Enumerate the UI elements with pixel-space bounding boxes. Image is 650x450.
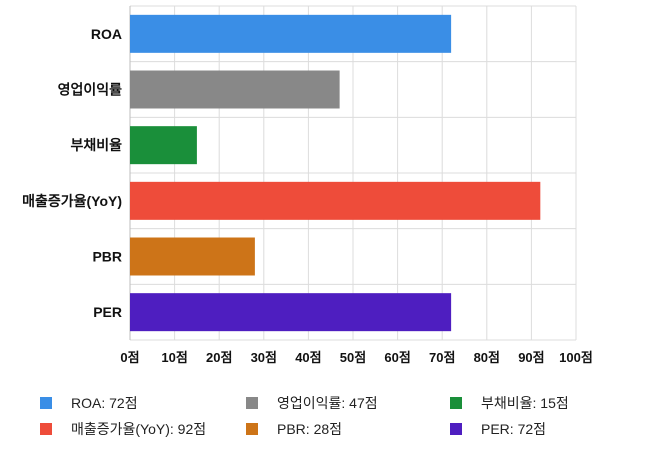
legend-item: PER: 72점 bbox=[450, 419, 546, 439]
legend-label: 영업이익률: 47점 bbox=[277, 395, 378, 411]
bar-4 bbox=[130, 237, 255, 276]
x-tick-label: 50점 bbox=[340, 350, 366, 365]
legend-item: ROA: 72점 bbox=[40, 393, 138, 413]
legend-swatch bbox=[246, 423, 258, 435]
x-tick-labels: 0점 10점 20점 30점 40점 50점 60점 70점 80점 90점 100점 bbox=[120, 350, 592, 365]
bar-3 bbox=[130, 181, 541, 220]
legend-item: 부채비율: 15점 bbox=[450, 393, 569, 413]
bar-5 bbox=[130, 293, 452, 332]
category-label: PBR bbox=[92, 249, 122, 265]
x-tick-label: 60점 bbox=[384, 350, 410, 365]
category-label: ROA bbox=[91, 26, 122, 42]
x-tick-label: 70점 bbox=[429, 350, 455, 365]
category-label: 영업이익률 bbox=[58, 82, 123, 98]
x-tick-label: 40점 bbox=[295, 350, 321, 365]
x-tick-label: 80점 bbox=[474, 350, 500, 365]
legend-swatch bbox=[450, 397, 462, 409]
bar-2 bbox=[130, 126, 197, 165]
legend-label: PBR: 28점 bbox=[277, 421, 343, 437]
category-label: 매출증가율(YoY) bbox=[22, 193, 122, 209]
x-tick-label: 100점 bbox=[559, 350, 593, 365]
legend-item: PBR: 28점 bbox=[246, 419, 342, 439]
legend-label: 매출증가율(YoY): 92점 bbox=[71, 421, 207, 437]
x-tick-label: 20점 bbox=[206, 350, 232, 365]
bar-0 bbox=[130, 14, 452, 53]
bars bbox=[130, 14, 541, 332]
legend-swatch bbox=[40, 397, 52, 409]
legend-swatch bbox=[450, 423, 462, 435]
gridlines bbox=[129, 5, 577, 341]
legend-swatch bbox=[246, 397, 258, 409]
x-tick-label: 90점 bbox=[518, 350, 544, 365]
legend-swatch bbox=[40, 423, 52, 435]
legend-label: PER: 72점 bbox=[481, 421, 547, 437]
legend-label: ROA: 72점 bbox=[71, 395, 138, 411]
category-label: 부채비율 bbox=[70, 137, 122, 153]
legend-item: 매출증가율(YoY): 92점 bbox=[40, 419, 206, 439]
category-label: PER bbox=[93, 304, 122, 320]
legend-label: 부채비율: 15점 bbox=[481, 395, 569, 411]
x-tick-label: 30점 bbox=[251, 350, 277, 365]
x-tick-label: 0점 bbox=[120, 350, 139, 365]
x-tick-label: 10점 bbox=[161, 350, 187, 365]
bar-1 bbox=[130, 70, 340, 109]
legend-item: 영업이익률: 47점 bbox=[246, 393, 378, 413]
